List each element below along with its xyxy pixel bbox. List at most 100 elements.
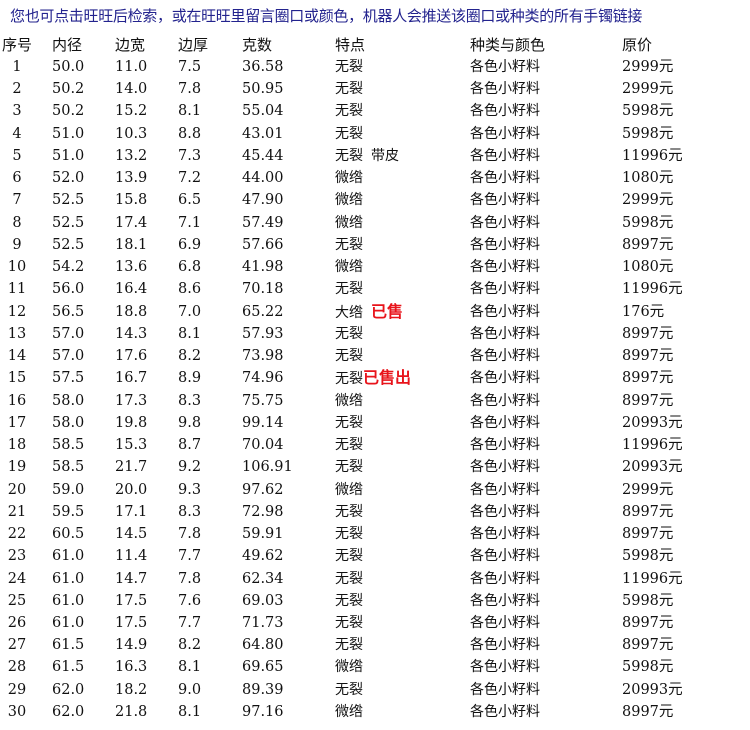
- cell-inner-diameter: 50.2: [52, 78, 84, 100]
- cell-text: 70.04: [242, 437, 284, 454]
- cell-feature: 无裂: [335, 434, 363, 456]
- table-row: 26 61.0 17.5 7.7 71.73 无裂 各色小籽料 8997元: [0, 612, 750, 634]
- cell-text: 52.0: [52, 170, 85, 187]
- cell-text: 62.34: [242, 570, 284, 587]
- cell-feature: 无裂: [335, 100, 363, 122]
- cell-feature: 无裂: [335, 78, 363, 100]
- cell-text: 56.5: [52, 303, 85, 320]
- cell-text: 21: [7, 503, 27, 520]
- cell-text: 各色小籽料: [470, 570, 540, 587]
- cell-text: 7.2: [178, 170, 202, 187]
- cell-text: 45.44: [242, 147, 284, 164]
- cell-index: 2: [0, 78, 34, 100]
- cell-text: 微绺: [335, 659, 363, 676]
- cell-type-color: 各色小籽料: [470, 612, 540, 634]
- cell-text: 43.01: [242, 125, 284, 142]
- cell-width: 13.9: [115, 167, 147, 189]
- cell-text: 8997元: [622, 392, 674, 409]
- cell-text: 50.2: [52, 103, 85, 120]
- cell-text: 各色小籽料: [470, 103, 540, 120]
- cell-weight: 89.39: [242, 679, 284, 701]
- table-row: 2 50.2 14.0 7.8 50.95 无裂 各色小籽料 2999元: [0, 78, 750, 100]
- cell-index: 24: [0, 568, 34, 590]
- cell-text: 50.95: [242, 81, 284, 98]
- cell-text: 49.62: [242, 548, 284, 565]
- cell-width: 14.9: [115, 634, 147, 656]
- table-row: 27 61.5 14.9 8.2 64.80 无裂 各色小籽料 8997元: [0, 634, 750, 656]
- cell-feature: 无裂: [335, 679, 363, 701]
- cell-price: 2999元: [622, 479, 673, 501]
- cell-text: 27: [7, 637, 27, 654]
- cell-text: 7.7: [178, 548, 202, 565]
- cell-text: 7.6: [178, 592, 202, 609]
- cell-text: 7.5: [178, 59, 202, 75]
- cell-text: 2999元: [622, 192, 674, 209]
- cell-text: 21.8: [115, 703, 148, 720]
- cell-text: 57.66: [242, 236, 284, 253]
- table-row: 14 57.0 17.6 8.2 73.98 无裂 各色小籽料 8997元: [0, 345, 750, 367]
- cell-text: 7.8: [178, 81, 202, 98]
- cell-width: 14.7: [115, 568, 147, 590]
- cell-text: 6.9: [178, 236, 202, 253]
- cell-text: 微绺: [335, 192, 363, 209]
- cell-text: 54.2: [52, 259, 85, 276]
- cell-price: 11996元: [622, 145, 683, 167]
- cell-text: 56.0: [52, 281, 85, 298]
- cell-text: 9.0: [178, 681, 202, 698]
- cell-weight: 65.22: [242, 301, 284, 323]
- cell-price: 176元: [622, 301, 664, 323]
- cell-feature: 无裂: [335, 345, 363, 367]
- cell-text: 58.5: [52, 459, 85, 476]
- table-row: 28 61.5 16.3 8.1 69.65 微绺 各色小籽料 5998元: [0, 656, 750, 678]
- cell-thickness: 6.5: [178, 189, 201, 211]
- cell-text: 各色小籽料: [470, 703, 540, 720]
- cell-text: 各色小籽料: [470, 503, 540, 520]
- cell-width: 15.8: [115, 189, 147, 211]
- cell-text: 微绺: [335, 214, 363, 231]
- table-row: 29 62.0 18.2 9.0 89.39 无裂 各色小籽料 20993元: [0, 679, 750, 701]
- cell-feature: 微绺: [335, 189, 363, 211]
- cell-text: 5998元: [622, 214, 674, 231]
- table-row: 7 52.5 15.8 6.5 47.90 微绺 各色小籽料 2999元: [0, 189, 750, 211]
- cell-thickness: 7.5: [178, 56, 201, 78]
- cell-text: 微绺: [335, 392, 363, 409]
- cell-text: 5998元: [622, 103, 674, 120]
- cell-text: 59.5: [52, 503, 85, 520]
- cell-text: 8.8: [178, 125, 202, 142]
- table-row: 23 61.0 11.4 7.7 49.62 无裂 各色小籽料 5998元: [0, 545, 750, 567]
- cell-width: 13.6: [115, 256, 147, 278]
- cell-thickness: 7.0: [178, 301, 201, 323]
- cell-weight: 57.49: [242, 212, 284, 234]
- cell-index: 12: [0, 301, 34, 323]
- cell-index: 22: [0, 523, 34, 545]
- table-header: 序号 内径 边宽 边厚 克数 特点 种类与颜色 原价: [0, 34, 750, 56]
- cell-weight: 71.73: [242, 612, 284, 634]
- cell-price: 20993元: [622, 412, 683, 434]
- cell-text: 61.0: [52, 548, 85, 565]
- cell-text: 57.49: [242, 214, 284, 231]
- cell-text: 61.0: [52, 615, 85, 631]
- cell-width: 18.1: [115, 234, 147, 256]
- cell-text: 13.9: [115, 170, 148, 187]
- cell-weight: 50.95: [242, 78, 284, 100]
- cell-text: 8997元: [622, 325, 674, 342]
- cell-thickness: 8.1: [178, 656, 201, 678]
- cell-width: 10.3: [115, 123, 147, 145]
- cell-text: 各色小籽料: [470, 437, 540, 454]
- cell-price: 2999元: [622, 189, 673, 211]
- cell-text: 8997元: [622, 236, 674, 253]
- table-row: 12 56.5 18.8 7.0 65.22 大绺 已售 各色小籽料 176元: [0, 301, 750, 323]
- cell-text: 微绺: [335, 481, 363, 498]
- cell-inner-diameter: 54.2: [52, 256, 84, 278]
- cell-feature: 无裂: [335, 123, 363, 145]
- cell-price: 8997元: [622, 345, 673, 367]
- cell-feature: 微绺: [335, 479, 363, 501]
- cell-text: 无裂: [335, 459, 363, 476]
- cell-weight: 44.00: [242, 167, 284, 189]
- cell-inner-diameter: 52.0: [52, 167, 84, 189]
- cell-text: 97.16: [242, 703, 284, 720]
- cell-width: 17.5: [115, 590, 147, 612]
- cell-width: 17.5: [115, 612, 147, 634]
- cell-text: 73.98: [242, 348, 284, 365]
- header-index: 序号: [2, 36, 33, 54]
